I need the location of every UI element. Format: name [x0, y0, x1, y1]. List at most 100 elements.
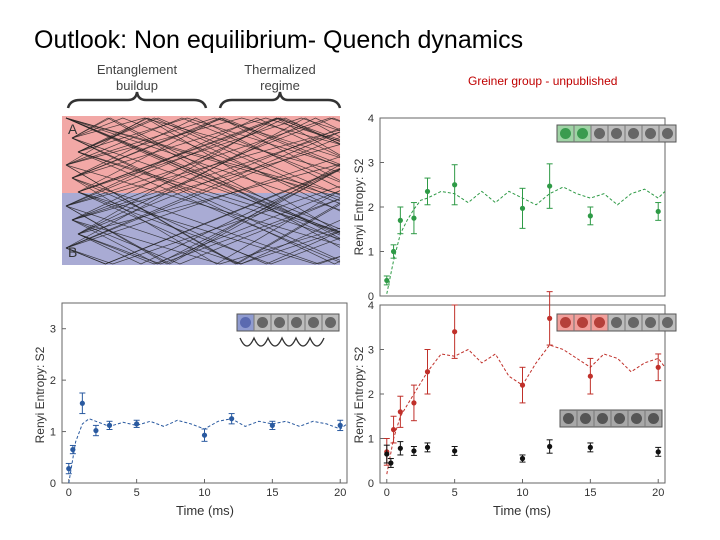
red-ylabel: Renyi Entropy: S2 [352, 346, 366, 443]
wave-potential [239, 336, 325, 347]
entanglement-schematic: Entanglement buildup Thermalized regime … [62, 62, 342, 265]
fit-curve [386, 186, 666, 294]
cone-line [77, 151, 341, 240]
data-point [79, 400, 85, 406]
y-tick-label: 1 [368, 247, 374, 259]
cone-line [77, 117, 341, 196]
data-point [390, 427, 397, 433]
data-point [424, 444, 431, 450]
data-point [519, 455, 526, 462]
cone-line [65, 185, 341, 265]
cone-line [65, 117, 341, 183]
data-point [390, 248, 397, 255]
data-point [424, 188, 431, 195]
y-tick-label: 2 [368, 389, 374, 401]
cone-line [71, 117, 341, 173]
x-tick-label: 10 [516, 487, 528, 499]
atom-site [631, 413, 642, 424]
data-point [547, 183, 553, 189]
data-point [134, 421, 140, 427]
cone-line [77, 117, 341, 193]
cone-line [65, 167, 341, 265]
black-site-chain [559, 409, 663, 428]
blue-site-chain [236, 313, 340, 332]
cone-line [65, 205, 341, 265]
data-point [519, 205, 526, 211]
cone-line [65, 164, 341, 246]
data-point [397, 217, 403, 223]
y-tick-label: 2 [368, 202, 374, 214]
x-tick-label: 20 [334, 487, 346, 499]
y-tick-label: 0 [368, 291, 374, 303]
cone-line [65, 168, 341, 265]
y-tick-label: 4 [368, 300, 374, 312]
cone-line [71, 137, 341, 233]
cone-line [71, 169, 341, 265]
cone-line [71, 117, 341, 221]
atom-site [594, 317, 605, 328]
data-point [397, 445, 403, 451]
cone-line [77, 117, 341, 193]
x-tick-label: 10 [198, 487, 210, 499]
data-point [655, 208, 661, 215]
data-point [424, 369, 431, 375]
atom-site [560, 128, 571, 139]
cone-line [65, 117, 341, 207]
x-tick-label: 5 [134, 487, 140, 499]
atom-site [560, 317, 571, 328]
data-point [201, 432, 208, 438]
atom-site [614, 413, 625, 424]
data-point [655, 449, 661, 455]
label-thermalized-1: Thermalized [244, 62, 316, 77]
x-tick-label: 15 [584, 487, 596, 499]
atom-site [611, 128, 622, 139]
fit-curve [68, 418, 348, 484]
cone-line [77, 127, 341, 235]
atom-site [325, 317, 336, 328]
data-point [547, 315, 553, 321]
atom-site [580, 413, 591, 424]
data-point [106, 422, 113, 428]
red-xlabel: Time (ms) [493, 503, 551, 518]
cone-line [71, 177, 341, 265]
data-point [452, 448, 458, 454]
cone-line [77, 117, 341, 212]
region-a-label: A [68, 121, 78, 137]
atom-site [648, 413, 659, 424]
cone-line [65, 117, 341, 207]
x-tick-label: 15 [266, 487, 278, 499]
y-tick-label: 3 [368, 345, 374, 357]
atom-site [611, 317, 622, 328]
atom-site [308, 317, 319, 328]
light-cone-lines [65, 117, 341, 265]
data-point [384, 277, 390, 284]
brace-left [66, 91, 208, 109]
data-point [452, 182, 458, 188]
cone-line [71, 117, 341, 189]
cone-line [77, 117, 341, 193]
y-tick-label: 0 [368, 478, 374, 490]
label-entanglement-1: Entanglement [97, 62, 178, 77]
data-point [337, 422, 343, 428]
atom-site [274, 317, 285, 328]
cone-line [71, 117, 341, 248]
y-tick-label: 4 [368, 113, 374, 125]
atom-site [628, 128, 639, 139]
data-point [587, 373, 593, 379]
data-point [411, 215, 417, 221]
atom-site [240, 317, 251, 328]
cone-line [65, 117, 341, 198]
cone-line [77, 117, 341, 167]
blue-xlabel: Time (ms) [176, 503, 234, 518]
cone-line [77, 191, 341, 265]
cone-line [65, 117, 341, 166]
data-point [547, 443, 553, 450]
green-chart: 0 1 2 3 4 Renyi Entropy: S2 [352, 113, 677, 303]
data-point [452, 329, 458, 335]
cone-line [71, 219, 341, 265]
label-entanglement-2: buildup [116, 78, 158, 93]
atom-site [594, 128, 605, 139]
data-point [397, 409, 403, 415]
x-tick-label: 5 [452, 487, 458, 499]
y-tick-label: 3 [368, 158, 374, 170]
